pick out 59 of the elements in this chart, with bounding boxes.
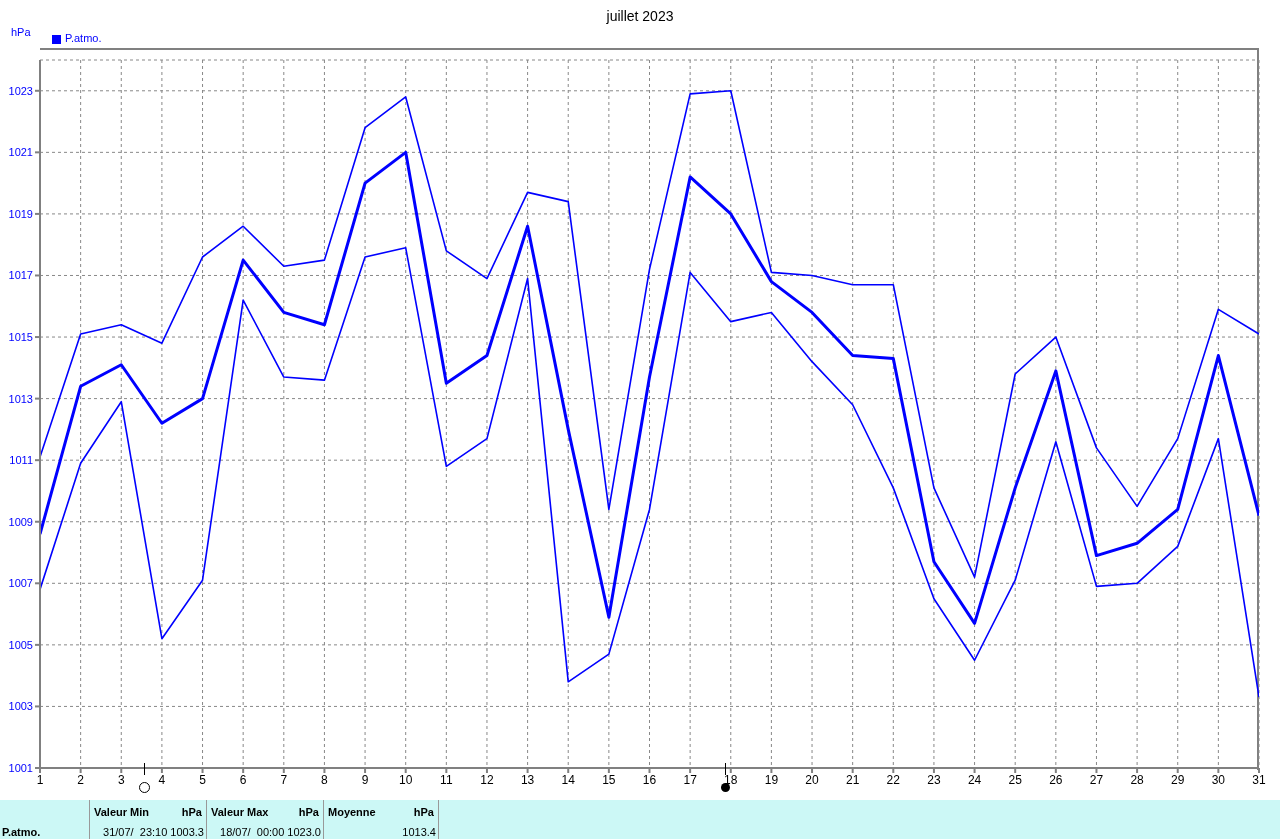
x-tick-label: 10 (399, 772, 413, 787)
x-tick-label: 23 (927, 772, 941, 787)
line-series (40, 246, 1259, 698)
text: 1013.4 (402, 826, 436, 838)
x-tick-label: 16 (642, 772, 657, 787)
text: hPa (181, 806, 202, 818)
text: hPa (413, 806, 434, 818)
y-tick-label: 1023 (8, 84, 33, 97)
x-tick-label: 5 (199, 772, 207, 787)
x-tick-label: 8 (321, 772, 329, 787)
x-tick-label: 3 (117, 772, 125, 787)
x-tick-label: 24 (967, 772, 982, 787)
y-tick-label: 1013 (8, 392, 33, 405)
y-tick-label: 1005 (8, 638, 33, 651)
x-tick-label: 25 (1008, 772, 1023, 787)
y-axis-title: hPa (11, 26, 31, 38)
x-tick-label: 31 (1252, 772, 1266, 787)
text: Valeur Max (211, 806, 269, 818)
x-tick-label: 11 (440, 772, 453, 787)
x-tick-label: 18 (724, 772, 738, 787)
y-tick-label: 1017 (8, 269, 33, 282)
text: Valeur Min (94, 806, 150, 818)
line-series (40, 89, 1259, 578)
x-tick-label: 26 (1049, 772, 1063, 787)
y-tick-label: 1009 (8, 515, 33, 528)
y-tick-label: 1019 (8, 207, 33, 220)
x-tick-label: 17 (683, 772, 698, 787)
x-tick-label: 6 (239, 772, 247, 787)
x-tick-label: 7 (280, 772, 288, 787)
x-tick-label: 4 (158, 772, 166, 787)
x-tick-label: 27 (1089, 772, 1104, 787)
x-tick-label: 29 (1171, 772, 1185, 787)
x-tick-label: 20 (805, 772, 820, 787)
text: 18/07/ 00:00 1023.0 (220, 826, 321, 838)
legend-label: P.atmo. (65, 32, 102, 44)
text: hPa (298, 806, 319, 818)
x-tick-label: 21 (845, 772, 860, 787)
x-tick-label: 14 (561, 772, 576, 787)
x-tick-label: 9 (361, 772, 369, 787)
y-tick-label: 1021 (8, 146, 33, 159)
y-tick-label: 1001 (8, 761, 33, 774)
x-tick-label: 12 (480, 772, 494, 787)
x-tick-label: 2 (77, 772, 85, 787)
x-tick-label: 28 (1130, 772, 1145, 787)
line-series (40, 150, 1259, 625)
x-tick-label: 22 (886, 772, 901, 787)
y-tick-label: 1007 (8, 577, 33, 590)
x-tick-label: 19 (764, 772, 779, 787)
text: Moyenne (328, 806, 376, 818)
y-tick-label: 1003 (8, 700, 33, 713)
x-tick-label: 1 (36, 772, 44, 787)
y-tick-label: 1015 (8, 330, 33, 343)
chart-title: juillet 2023 (605, 8, 675, 24)
text: P.atmo. (2, 826, 41, 838)
x-tick-label: 13 (520, 772, 535, 787)
y-tick-label: 1011 (9, 454, 33, 467)
text: 31/07/ 23:10 1003.3 (103, 826, 204, 838)
x-tick-label: 15 (602, 772, 616, 787)
x-tick-label: 30 (1211, 772, 1226, 787)
